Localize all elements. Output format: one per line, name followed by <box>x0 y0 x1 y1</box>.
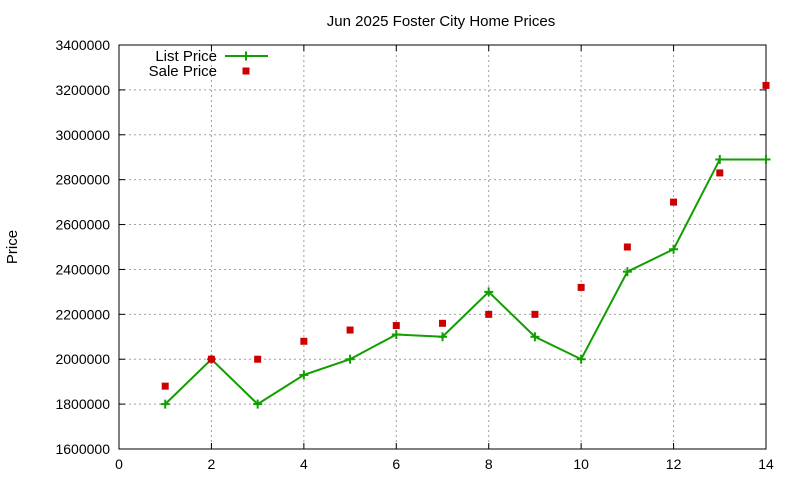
legend-label: List Price <box>155 48 217 65</box>
chart-title: Jun 2025 Foster City Home Prices <box>327 13 555 30</box>
y-tick-label: 2400000 <box>55 261 110 277</box>
y-tick-label: 1600000 <box>55 441 110 457</box>
x-tick-label: 6 <box>392 456 400 472</box>
x-tick-label: 4 <box>300 456 308 472</box>
sale-price-point <box>207 355 215 363</box>
sale-price-point <box>762 81 770 89</box>
sale-price-point <box>623 243 631 251</box>
list-price-point <box>253 399 263 409</box>
legend-item-list-price: List Price <box>155 48 268 65</box>
y-axis-label: Price <box>4 230 21 264</box>
y-tick-label: 3200000 <box>55 82 110 98</box>
sale-price-point <box>392 322 400 330</box>
list-price-point <box>484 287 494 297</box>
sale-price-point <box>346 326 354 334</box>
list-price-point <box>576 354 586 364</box>
axis-ticks: 0 2 4 6 8 10 12 14 1600000 1800000 2000000 2200000 2… <box>55 37 774 472</box>
sale-price-point <box>439 319 446 327</box>
x-tick-label: 2 <box>208 456 216 472</box>
list-price-line <box>164 158 766 406</box>
y-tick-label: 2800000 <box>55 172 110 188</box>
y-tick-label: 2000000 <box>55 351 110 367</box>
list-price-point <box>622 267 632 277</box>
list-price-point <box>715 154 725 164</box>
list-price-point <box>391 330 401 340</box>
list-price-point <box>669 244 679 254</box>
sale-price-point <box>716 169 724 177</box>
sale-price-point <box>161 382 169 390</box>
y-tick-label: 2600000 <box>55 217 110 233</box>
y-tick-label: 1800000 <box>55 396 110 412</box>
legend-label: Sale Price <box>149 63 217 80</box>
sale-price-point <box>485 310 493 318</box>
x-tick-label: 10 <box>573 456 589 472</box>
list-price-series <box>160 154 771 409</box>
x-tick-label: 12 <box>666 456 682 472</box>
sale-price-point <box>300 337 308 345</box>
list-price-point <box>438 332 447 342</box>
grid <box>119 45 766 449</box>
series-layer <box>160 81 771 409</box>
legend-item-sale-price: Sale Price <box>149 63 250 80</box>
sale-price-point <box>531 310 539 318</box>
list-price-point <box>160 399 170 409</box>
list-price-point <box>761 154 771 164</box>
sale-price-point <box>577 283 585 291</box>
y-tick-label: 2200000 <box>55 306 110 322</box>
list-price-point <box>530 332 540 342</box>
sale-price-point <box>670 198 678 206</box>
x-tick-label: 0 <box>115 456 123 472</box>
list-price-point <box>345 354 355 364</box>
y-tick-label: 3000000 <box>55 127 110 143</box>
sale-price-point <box>254 355 262 363</box>
sale-price-series <box>161 81 770 390</box>
x-tick-label: 14 <box>758 456 774 472</box>
legend-marker <box>241 51 251 61</box>
plot-area-frame <box>118 44 767 450</box>
y-tick-label: 3400000 <box>55 37 110 53</box>
x-tick-label: 8 <box>485 456 493 472</box>
legend-marker <box>242 67 250 75</box>
list-price-point <box>299 370 309 380</box>
